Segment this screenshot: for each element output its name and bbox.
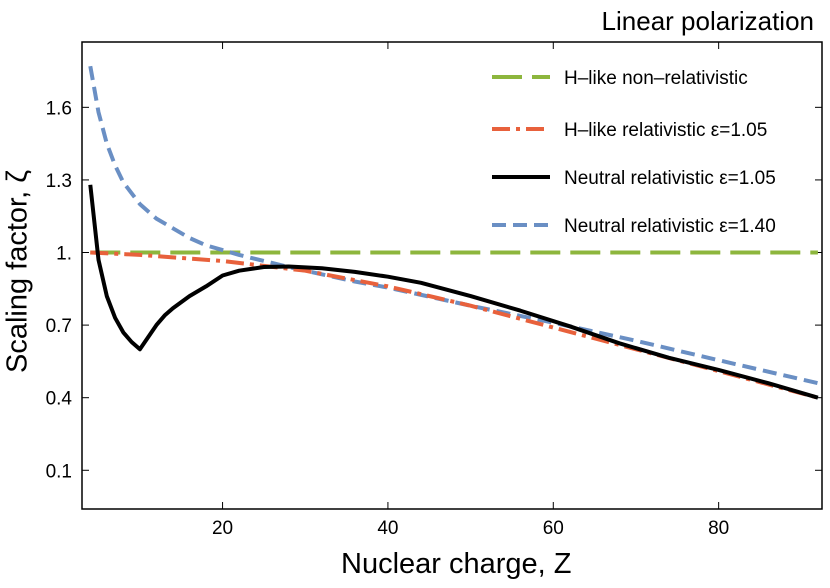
chart-title: Linear polarization xyxy=(601,6,814,36)
y-tick-label: 0.1 xyxy=(46,461,72,482)
series-lines xyxy=(88,65,819,400)
y-axis-label: Scaling factor, ζ xyxy=(1,170,34,373)
series-line-2 xyxy=(88,184,819,400)
y-tick-label: 1. xyxy=(56,244,72,265)
x-tick-label: 60 xyxy=(543,518,564,539)
y-tick-label: 1.6 xyxy=(46,98,72,119)
y-tick-label: 0.4 xyxy=(46,389,73,410)
plot-frame xyxy=(81,41,823,510)
y-tick-label: 1.3 xyxy=(46,171,72,192)
x-tick-label: 20 xyxy=(212,518,233,539)
legend-label-2: Neutral relativistic ε=1.05 xyxy=(564,168,776,189)
legend: H–like non–relativistic H–like relativist… xyxy=(492,68,776,237)
legend-label-0: H–like non–relativistic xyxy=(564,68,748,89)
axis-ticks: 20 40 60 80 0.1 0.4 0.7 1. 1.3 1.6 xyxy=(46,42,822,539)
x-tick-label: 80 xyxy=(708,518,729,539)
x-tick-label: 40 xyxy=(377,518,398,539)
series-line-3 xyxy=(88,65,819,386)
x-axis-label: Nuclear charge, Z xyxy=(341,548,572,580)
legend-label-3: Neutral relativistic ε=1.40 xyxy=(564,216,776,237)
y-tick-label: 0.7 xyxy=(46,316,72,337)
legend-label-1: H–like relativistic ε=1.05 xyxy=(564,120,767,141)
series-line-1 xyxy=(90,250,819,400)
